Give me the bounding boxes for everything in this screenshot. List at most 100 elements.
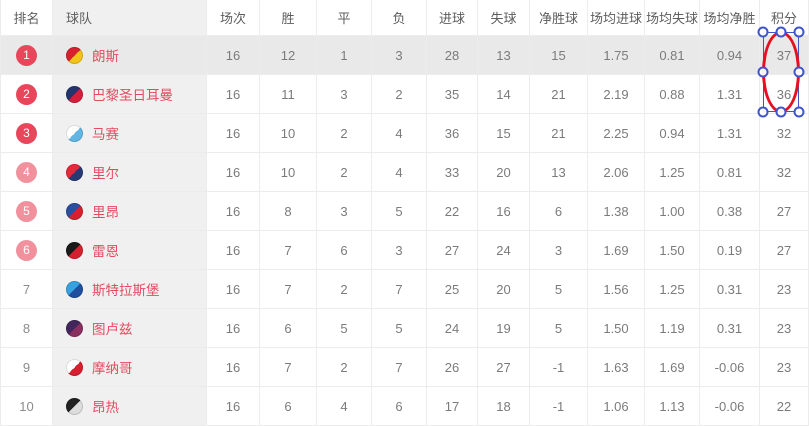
resize-handle-bottom-middle[interactable] [775,106,787,118]
resize-handle-top-left[interactable] [757,26,769,38]
rank-badge: 1 [16,44,37,66]
resize-handle-top-middle[interactable] [775,26,787,38]
cell-points: 23 [760,348,809,387]
team-name-link[interactable]: 里尔 [92,166,119,181]
cell-win: 10 [260,114,317,153]
cell-loss: 7 [372,348,427,387]
cell-avg_goals_against: 0.88 [645,75,700,114]
team-name-link[interactable]: 里昂 [92,205,119,220]
table-row-rank-3[interactable]: 3 马赛 16 10 2 4 36 15 21 2.25 0.94 1.31 32 [0,114,809,153]
cell-goals_against: 13 [478,36,530,75]
cell-avg_goals_against: 1.00 [645,192,700,231]
annotation-selection[interactable] [757,26,805,118]
cell-goal_diff: 13 [530,153,588,192]
cell-rank: 7 [0,270,53,309]
cell-played: 16 [207,192,260,231]
cell-win: 6 [260,387,317,426]
team-name-link[interactable]: 昂热 [92,400,119,415]
cell-rank: 4 [0,153,53,192]
cell-avg_goals_for: 1.06 [588,387,645,426]
column-header-team: 球队 [53,0,207,36]
table-body: 1 朗斯 16 12 1 3 28 13 15 1.75 0.81 0.94 37 2 巴黎圣日耳曼 16 11… [0,36,809,426]
rank-number: 9 [22,359,31,375]
team-name-link[interactable]: 斯特拉斯堡 [92,283,160,298]
resize-handle-middle-left[interactable] [757,66,769,78]
column-header-goal_diff: 净胜球 [530,0,588,36]
cell-goals_against: 14 [478,75,530,114]
cell-team: 摩纳哥 [53,348,207,387]
table-row-rank-6[interactable]: 6 雷恩 16 7 6 3 27 24 3 1.69 1.50 0.19 27 [0,231,809,270]
cell-rank: 8 [0,309,53,348]
cell-win: 12 [260,36,317,75]
cell-points: 32 [760,114,809,153]
cell-goals_for: 25 [427,270,478,309]
rank-number: 8 [22,320,31,336]
cell-team: 图卢兹 [53,309,207,348]
cell-goal_diff: 21 [530,114,588,153]
cell-played: 16 [207,270,260,309]
team-name-link[interactable]: 朗斯 [92,49,119,64]
cell-draw: 3 [317,192,372,231]
team-name-link[interactable]: 马赛 [92,127,119,142]
cell-avg_goals_against: 0.81 [645,36,700,75]
table-row-rank-1[interactable]: 1 朗斯 16 12 1 3 28 13 15 1.75 0.81 0.94 37 [0,36,809,75]
cell-avg_goal_diff: 1.31 [700,114,760,153]
resize-handle-middle-right[interactable] [793,66,805,78]
table-row-rank-8[interactable]: 8 图卢兹 16 6 5 5 24 19 5 1.50 1.19 0.31 23 [0,309,809,348]
team-name-link[interactable]: 图卢兹 [92,322,133,337]
cell-points: 27 [760,192,809,231]
cell-goal_diff: 6 [530,192,588,231]
cell-team: 雷恩 [53,231,207,270]
cell-rank: 1 [0,36,53,75]
cell-rank: 3 [0,114,53,153]
cell-points: 23 [760,309,809,348]
cell-avg_goals_for: 2.25 [588,114,645,153]
resize-handle-top-right[interactable] [793,26,805,38]
cell-points: 27 [760,231,809,270]
cell-points: 22 [760,387,809,426]
cell-goals_for: 22 [427,192,478,231]
cell-goals_against: 24 [478,231,530,270]
cell-win: 10 [260,153,317,192]
cell-draw: 1 [317,36,372,75]
cell-played: 16 [207,387,260,426]
team-name-link[interactable]: 巴黎圣日耳曼 [92,88,173,103]
table-row-rank-7[interactable]: 7 斯特拉斯堡 16 7 2 7 25 20 5 1.56 1.25 0.31 23 [0,270,809,309]
cell-avg_goal_diff: 0.38 [700,192,760,231]
cell-loss: 7 [372,270,427,309]
team-logo-icon [66,241,83,259]
cell-draw: 3 [317,75,372,114]
cell-avg_goals_against: 1.13 [645,387,700,426]
column-header-played: 场次 [207,0,260,36]
column-header-goals_against: 失球 [478,0,530,36]
team-logo-icon [66,319,83,337]
team-name-link[interactable]: 雷恩 [92,244,119,259]
rank-number: 10 [19,398,34,414]
resize-handle-bottom-right[interactable] [793,106,805,118]
team-name-link[interactable]: 摩纳哥 [92,361,133,376]
table-row-rank-5[interactable]: 5 里昂 16 8 3 5 22 16 6 1.38 1.00 0.38 27 [0,192,809,231]
cell-played: 16 [207,348,260,387]
team-logo-icon [66,202,83,220]
team-logo-icon [66,358,83,376]
table-row-rank-10[interactable]: 10 昂热 16 6 4 6 17 18 -1 1.06 1.13 -0.06 22 [0,387,809,426]
cell-goals_against: 16 [478,192,530,231]
cell-rank: 9 [0,348,53,387]
team-logo-icon [66,46,83,64]
table-row-rank-2[interactable]: 2 巴黎圣日耳曼 16 11 3 2 35 14 21 2.19 0.88 1.31 36 [0,75,809,114]
cell-avg_goal_diff: -0.06 [700,387,760,426]
table-row-rank-4[interactable]: 4 里尔 16 10 2 4 33 20 13 2.06 1.25 0.81 32 [0,153,809,192]
table-row-rank-9[interactable]: 9 摩纳哥 16 7 2 7 26 27 -1 1.63 1.69 -0.06 23 [0,348,809,387]
cell-draw: 2 [317,114,372,153]
resize-handle-bottom-left[interactable] [757,106,769,118]
cell-avg_goals_for: 1.56 [588,270,645,309]
cell-avg_goals_against: 1.25 [645,153,700,192]
cell-goals_for: 24 [427,309,478,348]
cell-points: 32 [760,153,809,192]
cell-loss: 3 [372,36,427,75]
cell-avg_goal_diff: 0.19 [700,231,760,270]
cell-goal_diff: 5 [530,309,588,348]
cell-win: 7 [260,231,317,270]
cell-win: 6 [260,309,317,348]
